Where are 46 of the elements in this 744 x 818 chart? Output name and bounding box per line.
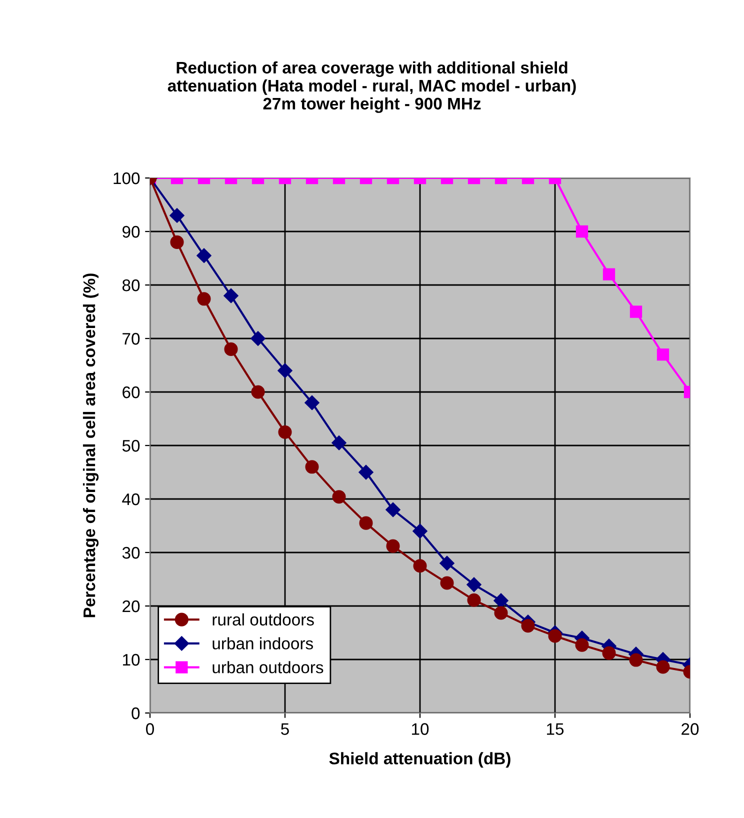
legend-label: urban outdoors	[212, 661, 324, 674]
y-tick-label: 0	[132, 707, 140, 720]
x-tick-label: 15	[547, 723, 564, 735]
point	[332, 435, 346, 450]
point	[412, 524, 428, 538]
point	[440, 576, 454, 590]
y-tick-label: 50	[122, 440, 140, 452]
x-tick-label: 5	[281, 723, 289, 735]
point	[494, 593, 508, 608]
point	[413, 559, 427, 573]
x-tick-label: 10	[412, 723, 429, 735]
legend-label: urban indoors	[212, 637, 313, 650]
point	[305, 460, 319, 474]
point	[575, 638, 589, 652]
point	[467, 593, 481, 607]
point	[548, 629, 562, 643]
point	[521, 619, 535, 633]
y-tick-label: 80	[122, 279, 140, 292]
point	[386, 539, 400, 553]
point	[278, 425, 292, 439]
y-tick-label: 30	[122, 546, 140, 559]
point	[332, 490, 346, 504]
point	[358, 464, 374, 480]
point	[629, 653, 643, 667]
x-tick-label: 20	[682, 723, 699, 735]
x-tick-label: 0	[146, 723, 154, 735]
x-axis-title: Shield attenuation (dB)	[329, 752, 510, 768]
y-tick-label: 90	[122, 226, 140, 238]
point	[359, 516, 373, 530]
point	[304, 395, 320, 410]
point	[494, 606, 508, 620]
y-tick-label: 100	[114, 172, 140, 184]
point	[602, 646, 616, 660]
y-tick-label: 10	[123, 654, 140, 666]
y-tick-label: 60	[122, 386, 140, 398]
point	[656, 660, 670, 674]
point	[440, 556, 454, 571]
y-axis-title: Percentage of original cell area covered (%)	[82, 274, 99, 618]
point	[251, 385, 265, 399]
y-tick-label: 70	[122, 332, 140, 345]
y-tick-label: 20	[122, 600, 140, 612]
point	[386, 502, 400, 518]
chart-title: Reduction of area coverage with additional shield attenuation (Hata model - rural, MAC model - urban) 27m tower height - 900 MHz	[168, 61, 576, 113]
legend-label: rural outdoors	[212, 613, 314, 626]
y-tick-label: 40	[122, 493, 140, 506]
point	[466, 577, 482, 592]
